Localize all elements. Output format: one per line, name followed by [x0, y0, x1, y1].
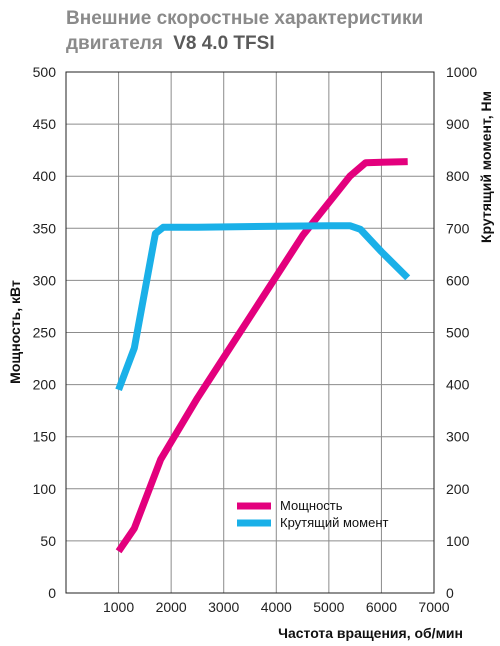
y-tick-label-right: 200 [446, 481, 470, 497]
y-tick-label-left: 400 [33, 168, 57, 184]
y-tick-label-left: 50 [40, 533, 56, 549]
y-tick-label-right: 500 [446, 325, 470, 341]
x-tick-label: 2000 [156, 599, 187, 615]
y-axis-label-left: Мощность, кВт [7, 280, 23, 384]
y-tick-label-right: 100 [446, 533, 470, 549]
y-tick-label-left: 200 [33, 377, 57, 393]
y-tick-label-right: 800 [446, 168, 470, 184]
x-axis-label: Частота вращения, об/мин [278, 625, 463, 641]
y-tick-label-left: 500 [33, 64, 57, 80]
left-axis-ticks: 0 50 100 150 200 250 300 350 400 450 500 [33, 64, 57, 601]
power-series-line [115, 158, 408, 554]
y-tick-label-right: 400 [446, 377, 470, 393]
chart-title-engine: V8 4.0 TFSI [173, 33, 274, 54]
chart-title-prefix: двигателя [66, 33, 163, 54]
y-tick-label-right: 1000 [446, 64, 477, 80]
plot-frame [65, 71, 435, 594]
x-axis-ticks: 1000 2000 3000 4000 5000 6000 7000 [103, 599, 450, 615]
x-tick-label: 3000 [208, 599, 239, 615]
torque-series-line [115, 222, 411, 392]
x-tick-label: 7000 [418, 599, 449, 615]
y-tick-label-right: 600 [446, 272, 470, 288]
chart-title-line1: Внешние скоростные характеристики [66, 8, 423, 29]
y-tick-label-right: 300 [446, 429, 470, 445]
y-tick-label-left: 300 [33, 272, 57, 288]
y-tick-label-right: 0 [446, 585, 454, 601]
y-tick-label-left: 100 [33, 481, 57, 497]
y-tick-label-left: 0 [48, 585, 56, 601]
x-tick-label: 5000 [313, 599, 344, 615]
y-tick-label-right: 900 [446, 116, 470, 132]
y-tick-label-left: 150 [33, 429, 57, 445]
legend: Мощность Крутящий момент [237, 498, 388, 530]
legend-label-torque: Крутящий момент [280, 515, 388, 530]
legend-label-power: Мощность [280, 498, 343, 513]
y-tick-label-left: 250 [33, 325, 57, 341]
x-tick-label: 4000 [261, 599, 292, 615]
x-tick-label: 1000 [103, 599, 134, 615]
x-tick-label: 6000 [366, 599, 397, 615]
series-lines [115, 158, 411, 554]
right-axis-ticks: 0 100 200 300 400 500 600 700 800 900 1000 [446, 64, 477, 601]
y-tick-label-right: 700 [446, 220, 470, 236]
y-axis-label-right: Крутящий момент, Нм [478, 91, 494, 243]
chart-title-line2: двигателя V8 4.0 TFSI [66, 33, 275, 54]
y-tick-label-left: 350 [33, 220, 57, 236]
y-tick-label-left: 450 [33, 116, 57, 132]
